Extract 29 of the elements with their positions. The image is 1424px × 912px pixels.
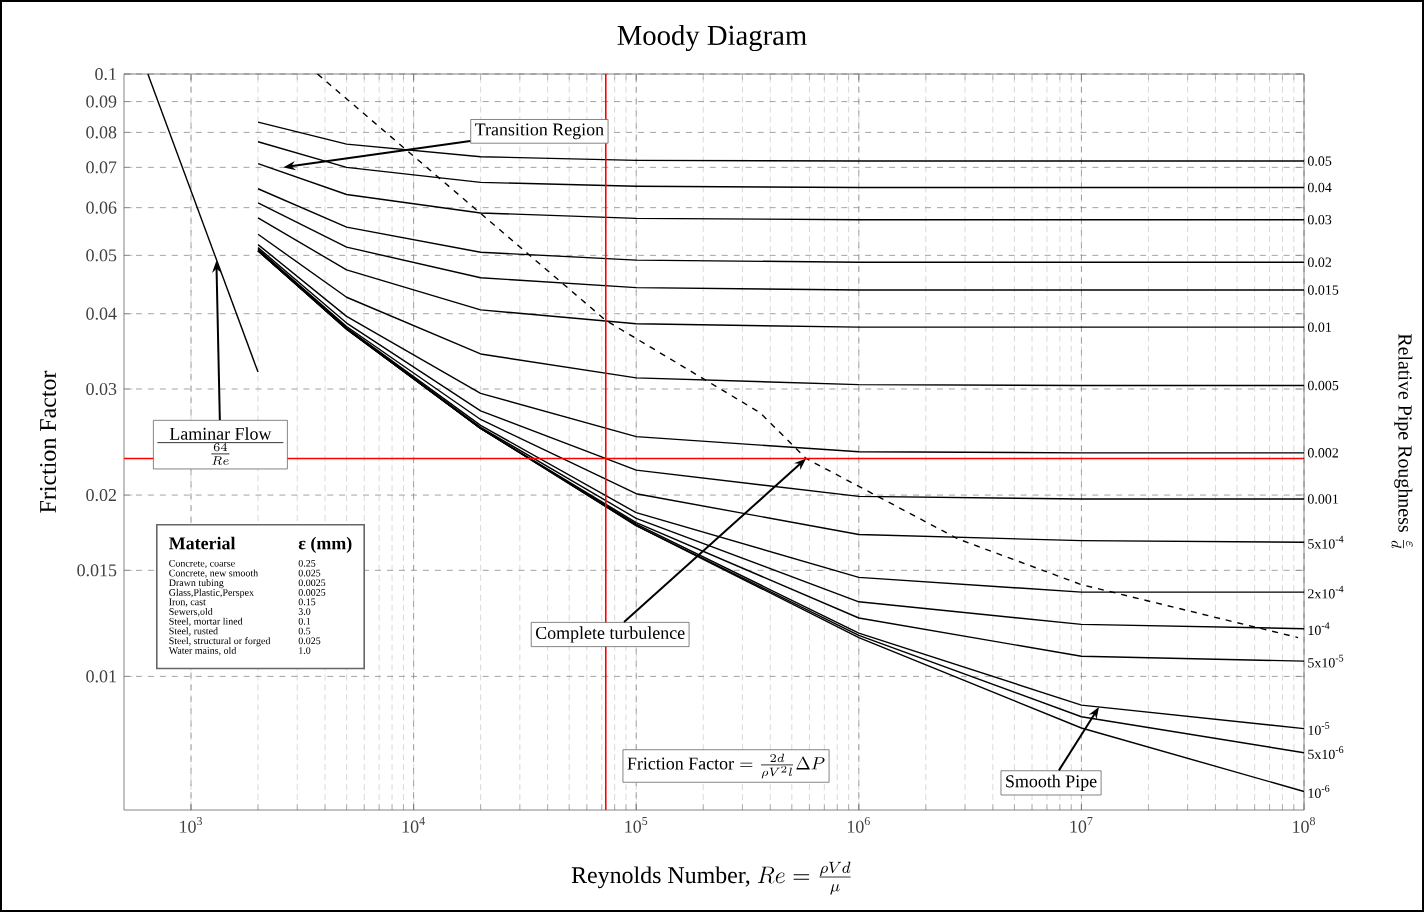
x-axis-title: $\mbox{Reynolds Number, } Re = \frac{\rho V d}{\mu}$	[571, 861, 851, 895]
y-tick-label: 0.03	[86, 382, 117, 396]
x-tick-label: 10$^{6}$	[847, 817, 870, 833]
x-tick-label: 10$^{3}$	[180, 817, 203, 833]
annotation: Smooth Pipe	[1006, 774, 1097, 791]
x-tick-label: 10$^{8}$	[1293, 817, 1316, 833]
y-tick-label: 0.015	[77, 564, 117, 577]
annotation: $\mbox{Friction Factor} = \frac{2d}{\rho V^2 l}\Delta P$	[627, 753, 825, 779]
chart-title: Moody Diagram	[617, 24, 807, 52]
y-tick-label: 0.01	[86, 670, 116, 683]
annotation: ε (mm)	[298, 536, 352, 553]
annotation: Laminar Flow	[169, 427, 272, 440]
y-tick-label: 0.04	[86, 307, 117, 320]
y-tick-label: 0.05	[86, 249, 117, 262]
x-tick-label: 10$^{4}$	[402, 817, 425, 833]
y-tick-label: 0.02	[86, 488, 116, 502]
y-tick-label: 0.1	[95, 67, 116, 81]
x-tick-label: 10$^{5}$	[625, 817, 648, 833]
y-tick-label: 0.06	[86, 201, 117, 214]
y2-axis-title: $\mbox{Relative Pipe Roughness } \frac{\varepsilon}{d}$	[1391, 333, 1413, 549]
x-tick-label: 10$^{7}$	[1070, 817, 1093, 833]
annotation: Transition Region	[475, 123, 604, 140]
annotation: Material	[169, 536, 236, 550]
y-tick-label: 0.09	[86, 95, 117, 108]
y-tick-label: 0.08	[86, 126, 117, 139]
y-tick-label: 0.07	[86, 161, 117, 174]
annotation: $\frac{64}{Re}$	[211, 442, 230, 465]
annotation: Complete turbulence	[535, 626, 685, 643]
y-axis-title: Friction Factor	[39, 370, 57, 513]
